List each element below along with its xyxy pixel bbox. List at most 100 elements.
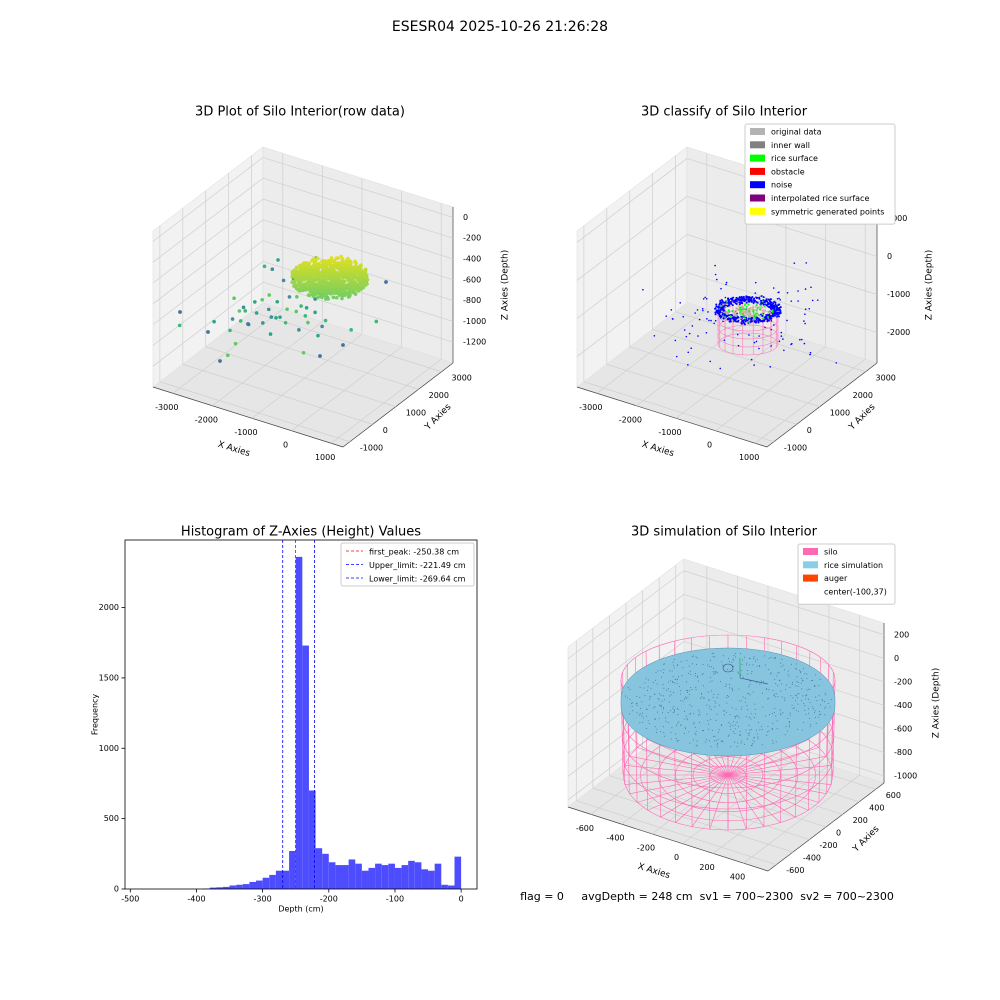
status-line: flag = 0 avgDepth = 248 cm sv1 = 700~230… <box>520 890 894 903</box>
point <box>733 312 736 315</box>
point <box>673 682 675 684</box>
point <box>329 291 333 296</box>
point <box>740 734 742 736</box>
bar <box>408 860 415 889</box>
point <box>660 676 662 678</box>
point <box>274 315 278 320</box>
point <box>758 306 761 309</box>
point <box>773 312 776 315</box>
point <box>753 364 755 366</box>
point <box>686 660 688 662</box>
point <box>662 726 664 728</box>
point <box>718 313 721 316</box>
point <box>740 669 742 671</box>
point <box>700 692 702 694</box>
point <box>663 732 665 734</box>
point <box>756 659 758 661</box>
point <box>761 680 763 682</box>
y-axis-label: Y Axies <box>851 824 882 855</box>
point <box>770 301 773 304</box>
point <box>308 281 313 286</box>
point <box>797 685 799 687</box>
point <box>730 678 732 680</box>
point <box>714 656 716 658</box>
point <box>660 670 662 672</box>
point <box>715 740 717 742</box>
point <box>729 305 732 308</box>
point <box>735 309 738 312</box>
point <box>816 299 819 301</box>
wire <box>727 774 765 827</box>
point <box>733 659 735 661</box>
point <box>819 713 821 715</box>
point <box>723 311 726 314</box>
point <box>781 658 783 660</box>
point <box>356 285 361 290</box>
point <box>733 655 735 657</box>
point <box>742 295 745 298</box>
point <box>679 693 681 695</box>
point <box>751 314 754 317</box>
point <box>717 742 719 744</box>
point <box>768 730 770 732</box>
point <box>297 328 301 332</box>
point <box>353 292 358 296</box>
point <box>654 679 656 681</box>
point <box>749 729 751 731</box>
point <box>755 304 758 307</box>
point <box>357 264 362 269</box>
point <box>755 316 758 319</box>
point <box>809 351 812 354</box>
point <box>747 738 749 740</box>
point <box>768 310 771 313</box>
point <box>697 714 699 716</box>
point <box>749 684 751 686</box>
point <box>340 271 344 275</box>
point <box>685 727 687 729</box>
point <box>755 312 758 315</box>
point <box>675 737 677 739</box>
point <box>702 309 704 312</box>
point <box>737 725 739 727</box>
point <box>739 731 741 733</box>
point <box>818 684 820 686</box>
point <box>346 295 351 299</box>
point <box>672 661 674 663</box>
legend-label: inner wall <box>771 141 810 150</box>
point <box>667 688 669 690</box>
point <box>702 673 704 675</box>
point <box>358 276 363 281</box>
point <box>350 277 354 282</box>
point <box>804 709 806 711</box>
point <box>712 696 714 698</box>
point <box>669 670 671 672</box>
point <box>327 269 331 273</box>
grid-line <box>567 570 685 660</box>
point <box>678 685 680 687</box>
point <box>334 272 339 276</box>
point <box>801 729 803 731</box>
point <box>677 722 679 724</box>
point <box>318 285 323 290</box>
point <box>806 678 808 680</box>
point <box>715 303 718 306</box>
point <box>341 264 345 268</box>
point <box>739 306 742 309</box>
bar <box>454 856 462 889</box>
point <box>683 329 686 331</box>
point <box>824 692 826 694</box>
point <box>750 718 752 720</box>
point <box>298 271 303 275</box>
grid-line <box>683 593 885 659</box>
point <box>754 281 757 284</box>
y-tick-label: 2000 <box>429 391 449 400</box>
point <box>354 264 358 269</box>
point <box>722 741 724 743</box>
point <box>748 298 751 301</box>
legend-frame <box>797 543 896 605</box>
point <box>753 297 756 300</box>
bar <box>256 880 263 889</box>
point <box>797 703 799 705</box>
grid-line <box>576 272 688 357</box>
point <box>736 746 738 748</box>
